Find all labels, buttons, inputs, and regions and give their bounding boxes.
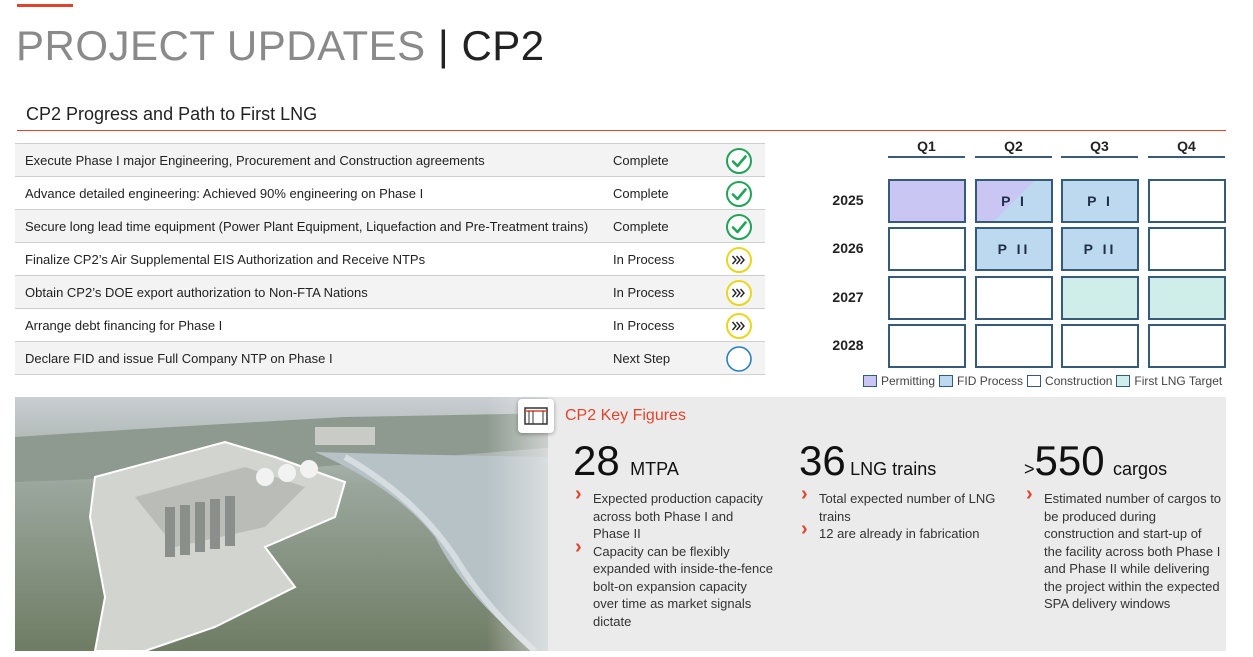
aerial-site-photo: [15, 397, 620, 651]
timeline-cell-construction: [888, 276, 966, 320]
task-description: Declare FID and issue Full Company NTP o…: [25, 351, 333, 366]
figure-prefix: >: [1024, 459, 1035, 479]
task-status: In Process: [613, 285, 675, 300]
in-process-icon: [726, 247, 752, 273]
timeline-cell-first-lng: [1061, 276, 1139, 320]
in-process-icon: [726, 280, 752, 306]
figure-bullets: Expected production capacity across both…: [573, 486, 773, 631]
quarter-label: Q2: [1004, 138, 1023, 154]
figure-value: 28: [573, 437, 620, 484]
task-status: In Process: [613, 252, 675, 267]
legend-item: Permitting: [863, 374, 935, 388]
quarter-divider: [975, 156, 1052, 158]
quarter-label: Q3: [1090, 138, 1109, 154]
timeline-cell-construction: [975, 276, 1053, 320]
timeline-cell-fid: P I: [1061, 179, 1139, 223]
section-title: CP2 Progress and Path to First LNG: [26, 104, 318, 124]
task-description: Advance detailed engineering: Achieved 9…: [25, 186, 424, 201]
task-row: Arrange debt financing for Phase I In Pr…: [15, 308, 765, 341]
quarter-divider: [1061, 156, 1138, 158]
bullet-item: Expected production capacity across both…: [573, 486, 773, 543]
page-title: PROJECT UPDATES | CP2: [16, 22, 545, 69]
legend-item: FID Process: [939, 374, 1023, 388]
key-figure-capacity: 28 MTPA: [573, 437, 679, 485]
timeline-cell-first-lng: [1148, 276, 1226, 320]
timeline-cell-permitting: [888, 179, 966, 223]
task-description: Obtain CP2’s DOE export authorization to…: [25, 285, 368, 300]
timeline-cell-empty: [1148, 227, 1226, 271]
quarter-divider: [1148, 156, 1225, 158]
accent-bar: [17, 4, 73, 7]
timeline-cell-construction: [1061, 324, 1139, 368]
task-status: In Process: [613, 318, 675, 333]
quarter-label: Q4: [1177, 138, 1196, 154]
timeline-cell-permitting-fid: P I: [975, 179, 1053, 223]
figure-bullets: Total expected number of LNG trains 12 a…: [799, 486, 1009, 543]
timeline-cell-fid: P II: [1061, 227, 1139, 271]
legend-swatch-construction: [1027, 375, 1042, 387]
key-figure-trains: 36 LNG trains: [799, 437, 936, 485]
year-label: 2025: [832, 192, 864, 208]
legend-item: First LNG Target: [1116, 374, 1222, 388]
bullet-item: Total expected number of LNG trains: [799, 486, 1009, 525]
timeline-cell-empty: [888, 227, 966, 271]
figure-value: 550: [1034, 437, 1105, 484]
task-description: Execute Phase I major Engineering, Procu…: [25, 153, 485, 168]
key-figures-title: CP2 Key Figures: [565, 407, 686, 424]
year-label: 2028: [832, 337, 864, 353]
facility-icon: [518, 399, 554, 433]
figure-unit: LNG trains: [850, 459, 937, 479]
task-row: Execute Phase I major Engineering, Procu…: [15, 143, 765, 176]
legend-label: FID Process: [957, 374, 1024, 388]
bullet-item: Capacity can be flexibly expanded with i…: [573, 539, 773, 631]
timeline-cell-construction: [1148, 324, 1226, 368]
timeline-cell-empty: [1148, 179, 1226, 223]
empty-circle-icon: [726, 346, 752, 372]
task-description: Finalize CP2’s Air Supplemental EIS Auth…: [25, 252, 426, 267]
timeline-legend: Permitting FID Process Construction Firs…: [863, 374, 1226, 388]
figure-unit: cargos: [1113, 459, 1168, 479]
in-process-icon: [726, 313, 752, 339]
task-row: Secure long lead time equipment (Power P…: [15, 209, 765, 242]
quarter-label: Q1: [917, 138, 936, 154]
task-row: Finalize CP2’s Air Supplemental EIS Auth…: [15, 242, 765, 275]
task-status: Complete: [613, 186, 669, 201]
section-rule: [17, 130, 1226, 131]
legend-label: Permitting: [881, 374, 936, 388]
legend-item: Construction: [1027, 374, 1112, 388]
figure-value: 36: [799, 437, 846, 484]
task-list: Execute Phase I major Engineering, Procu…: [15, 143, 765, 375]
legend-label: First LNG Target: [1134, 374, 1223, 388]
task-status: Next Step: [613, 351, 671, 366]
task-row: Declare FID and issue Full Company NTP o…: [15, 341, 765, 375]
check-circle-icon: [726, 148, 752, 174]
quarter-divider: [888, 156, 965, 158]
figure-unit: MTPA: [630, 459, 679, 479]
legend-label: Construction: [1045, 374, 1113, 388]
timeline-cell-fid: P II: [975, 227, 1053, 271]
task-description: Secure long lead time equipment (Power P…: [25, 219, 589, 234]
timeline-cell-construction: [975, 324, 1053, 368]
timeline-cell-construction: [888, 324, 966, 368]
key-figure-cargos: >550 cargos: [1024, 437, 1167, 485]
task-row: Advance detailed engineering: Achieved 9…: [15, 176, 765, 209]
task-status: Complete: [613, 153, 669, 168]
legend-swatch-permitting: [863, 375, 877, 387]
check-circle-icon: [726, 214, 752, 240]
task-description: Arrange debt financing for Phase I: [25, 318, 223, 333]
figure-bullets: Estimated number of cargos to be produce…: [1024, 486, 1222, 613]
legend-swatch-fid: [939, 375, 954, 387]
year-label: 2026: [832, 240, 864, 256]
legend-swatch-first-lng: [1116, 375, 1131, 387]
task-status: Complete: [613, 219, 669, 234]
bullet-item: 12 are already in fabrication: [799, 521, 1009, 543]
bullet-item: Estimated number of cargos to be produce…: [1024, 486, 1222, 613]
check-circle-icon: [726, 181, 752, 207]
task-row: Obtain CP2’s DOE export authorization to…: [15, 275, 765, 308]
year-label: 2027: [832, 289, 864, 305]
